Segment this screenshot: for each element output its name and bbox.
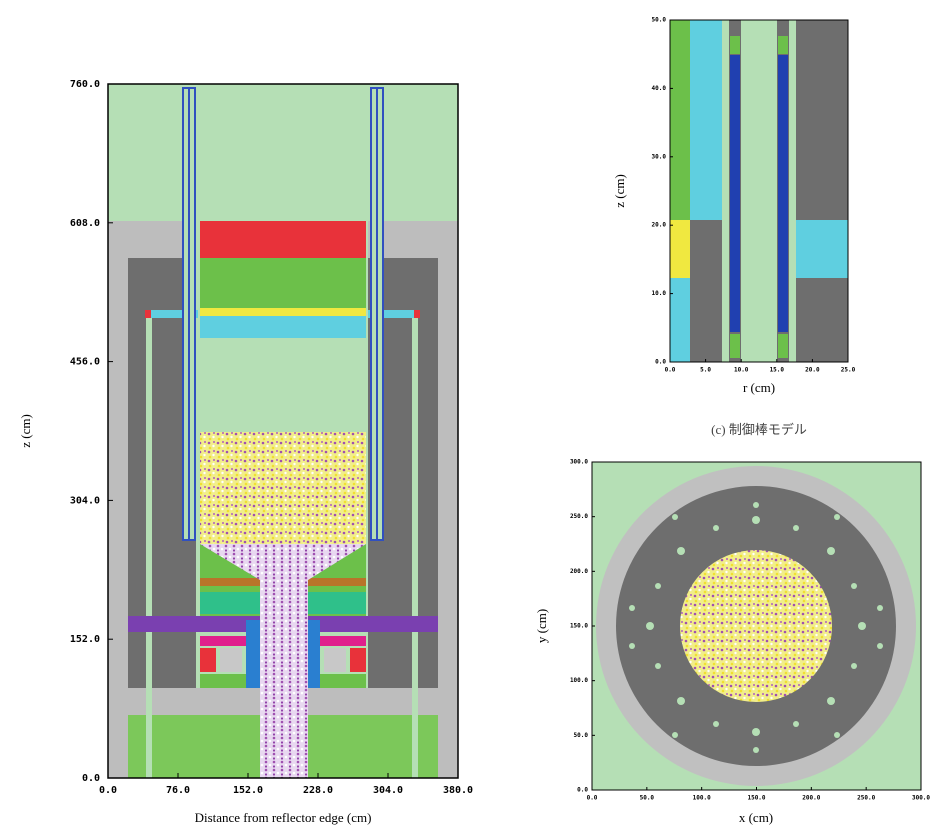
y-axis-label: y (cm) <box>534 609 549 643</box>
y-tick-label: 456.0 <box>70 357 100 368</box>
y-tick-label: 0.0 <box>655 359 666 366</box>
rod-section <box>670 20 848 362</box>
y-tick-label: 20.0 <box>652 222 667 229</box>
y-tick-label: 50.0 <box>574 732 589 739</box>
y-axis-label: z (cm) <box>18 414 33 448</box>
x-tick-label: 76.0 <box>166 785 190 796</box>
y-tick-label: 150.0 <box>570 623 588 630</box>
x-tick-label: 304.0 <box>373 785 403 796</box>
x-tick-label: 0.0 <box>99 785 117 796</box>
y-tick-label: 200.0 <box>570 568 588 575</box>
y-tick-label: 0.0 <box>577 787 588 794</box>
x-tick-label: 100.0 <box>693 795 711 802</box>
y-tick-label: 30.0 <box>652 153 667 160</box>
x-tick-label: 150.0 <box>747 795 765 802</box>
y-tick-label: 0.0 <box>82 773 100 784</box>
y-tick-label: 608.0 <box>70 218 100 229</box>
y-tick-label: 100.0 <box>570 677 588 684</box>
x-tick-label: 0.0 <box>587 795 598 802</box>
x-axis-label: Distance from reflector edge (cm) <box>195 810 372 825</box>
x-tick-label: 0.0 <box>665 367 676 374</box>
y-tick-label: 300.0 <box>570 459 588 466</box>
x-tick-label: 10.0 <box>734 367 749 374</box>
x-tick-label: 5.0 <box>700 367 711 374</box>
x-tick-label: 15.0 <box>770 367 785 374</box>
caption: (c) 制御棒モデル <box>711 422 807 437</box>
x-tick-label: 200.0 <box>802 795 820 802</box>
y-tick-label: 40.0 <box>652 85 667 92</box>
x-tick-label: 20.0 <box>805 367 820 374</box>
core-section <box>108 84 458 778</box>
x-tick-label: 228.0 <box>303 785 333 796</box>
x-axis-label: r (cm) <box>743 380 775 395</box>
y-axis-label: z (cm) <box>612 174 627 208</box>
y-tick-label: 10.0 <box>652 290 667 297</box>
x-tick-label: 152.0 <box>233 785 263 796</box>
y-tick-label: 152.0 <box>70 634 100 645</box>
y-tick-label: 760.0 <box>70 79 100 90</box>
x-tick-label: 380.0 <box>443 785 473 796</box>
y-tick-label: 250.0 <box>570 513 588 520</box>
figure: Distance from reflector edge (cm) z (cm)… <box>0 0 933 834</box>
y-tick-label: 50.0 <box>652 17 667 24</box>
plan-section <box>592 462 921 790</box>
x-tick-label: 300.0 <box>912 795 930 802</box>
x-tick-label: 50.0 <box>640 795 655 802</box>
x-axis-label: x (cm) <box>739 810 773 825</box>
y-tick-label: 304.0 <box>70 495 100 506</box>
x-tick-label: 25.0 <box>841 367 856 374</box>
x-tick-label: 250.0 <box>857 795 875 802</box>
